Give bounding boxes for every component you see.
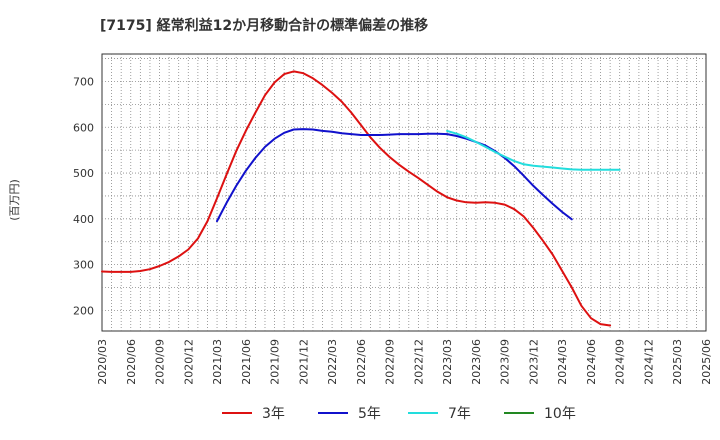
y-tick-label: 600 [73,121,94,134]
legend: 3年 5年 7年 10年 [222,406,576,422]
x-tick-label: 2023/03 [441,339,454,385]
x-tick-label: 2023/06 [470,339,483,385]
series-line-5年 [216,128,573,223]
plot-area [101,53,707,332]
y-tick-label: 300 [73,259,94,272]
x-tick-label: 2020/09 [154,339,167,385]
x-tick-label: 2025/06 [700,339,713,385]
x-tick-label: 2022/03 [326,339,339,385]
x-tick-label: 2022/12 [412,339,425,385]
series-line-7年 [446,129,621,171]
legend-label: 3年 [262,406,285,422]
plot-frame [101,53,707,332]
chart-title: [7175] 経常利益12か月移動合計の標準偏差の推移 [100,17,428,34]
x-tick-label: 2023/09 [499,339,512,385]
y-ticks: 200 300 400 500 600 700 [73,75,94,317]
x-tick-label: 2020/06 [125,339,138,385]
series-line-3年 [101,70,612,327]
legend-label: 7年 [448,406,471,422]
y-axis-label: (百万円) [8,179,21,221]
x-tick-label: 2025/03 [671,339,684,385]
legend-label: 10年 [544,406,576,422]
x-tick-label: 2021/09 [269,339,282,385]
x-tick-label: 2024/06 [585,339,598,385]
x-tick-label: 2024/12 [642,339,655,385]
x-tick-label: 2021/12 [297,339,310,385]
x-tick-label: 2020/03 [96,339,109,385]
y-tick-label: 500 [73,167,94,180]
x-tick-label: 2024/03 [556,339,569,385]
y-tick-label: 400 [73,213,94,226]
x-tick-label: 2022/09 [384,339,397,385]
x-tick-label: 2023/12 [527,339,540,385]
grid [102,54,706,331]
y-tick-label: 700 [73,75,94,88]
x-tick-label: 2021/03 [211,339,224,385]
series-group [101,70,621,327]
x-tick-label: 2024/09 [614,339,627,385]
x-tick-label: 2021/06 [240,339,253,385]
legend-label: 5年 [358,406,381,422]
y-tick-label: 200 [73,304,94,317]
x-tick-label: 2022/06 [355,339,368,385]
x-ticks: 2020/03 2020/06 2020/09 2020/12 2021/03 2021/… [96,339,713,385]
x-tick-label: 2020/12 [182,339,195,385]
